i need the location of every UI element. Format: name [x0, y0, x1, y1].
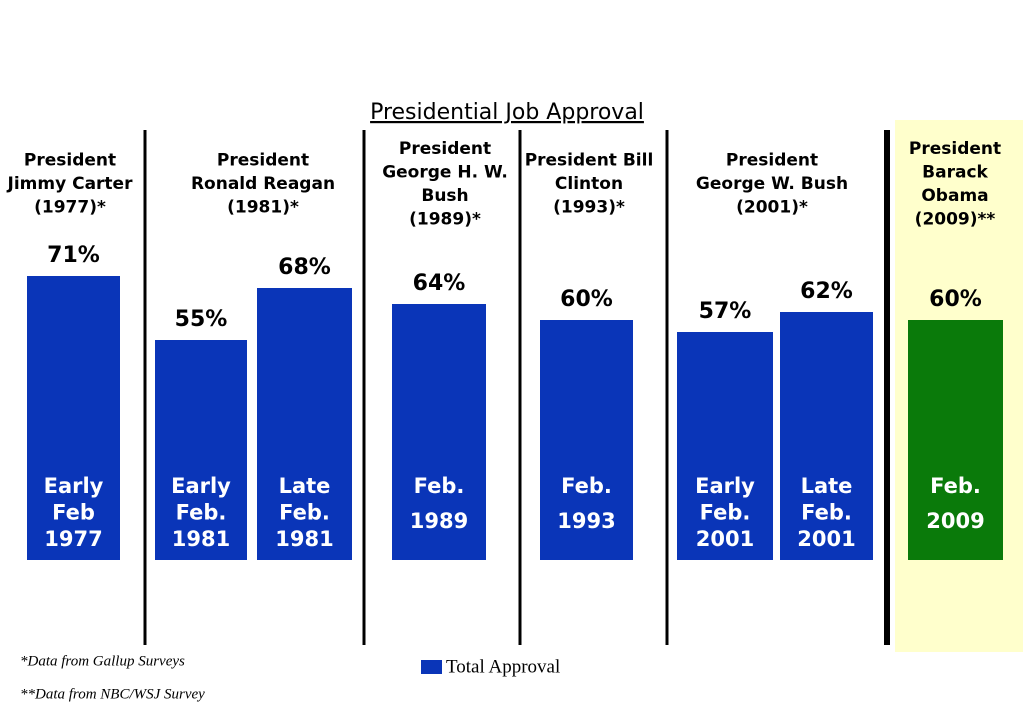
category-label: Feb. — [176, 501, 227, 525]
group-label: (1981)* — [227, 198, 299, 218]
group-label: (1989)* — [409, 209, 481, 229]
group-label: President — [217, 151, 309, 171]
bar — [908, 320, 1003, 560]
category-label: Feb. — [561, 474, 612, 498]
category-label: 1981 — [275, 527, 333, 551]
value-label: 64% — [413, 271, 466, 296]
category-label: Feb. — [279, 501, 330, 525]
footnote: *Data from Gallup Surveys — [20, 653, 185, 669]
category-label: Early — [695, 474, 755, 498]
category-label: Early — [171, 474, 231, 498]
group-label: (2001)* — [736, 198, 808, 218]
group-label: Clinton — [555, 174, 623, 194]
value-label: 68% — [278, 255, 331, 280]
group-label: Ronald Reagan — [191, 174, 335, 194]
bar — [780, 312, 873, 560]
group-label: Jimmy Carter — [7, 174, 134, 194]
value-label: 55% — [175, 307, 228, 332]
bar — [27, 276, 120, 560]
bar — [540, 320, 633, 560]
group-label: President — [399, 139, 491, 159]
category-label: Late — [801, 474, 853, 498]
category-label: Feb — [52, 501, 95, 525]
category-label: Feb. — [801, 501, 852, 525]
group-label: President — [909, 139, 1001, 159]
bar — [677, 332, 773, 560]
category-label: Feb. — [414, 474, 465, 498]
value-label: 62% — [800, 279, 853, 304]
category-label: 1977 — [44, 527, 102, 551]
footnote: **Data from NBC/WSJ Survey — [20, 686, 205, 702]
category-label: 1989 — [410, 509, 468, 533]
category-label: Early — [44, 474, 104, 498]
category-label: Feb. — [930, 474, 981, 498]
category-label: 1981 — [172, 527, 230, 551]
value-label: 57% — [699, 299, 752, 324]
bar — [257, 288, 352, 560]
group-label: Barack — [922, 162, 988, 182]
group-label: George W. Bush — [696, 174, 848, 194]
value-label: 71% — [47, 243, 100, 268]
value-label: 60% — [560, 287, 613, 312]
bar — [392, 304, 486, 560]
category-label: 2001 — [797, 527, 855, 551]
group-label: George H. W. — [382, 162, 508, 182]
category-label: 1993 — [557, 509, 615, 533]
group-label: Bush — [421, 186, 468, 206]
bar — [155, 340, 247, 560]
group-label: President Bill — [525, 151, 654, 171]
group-label: Obama — [921, 186, 988, 206]
category-label: Feb. — [700, 501, 751, 525]
group-label: (2009)** — [915, 209, 996, 229]
group-label: President — [726, 151, 818, 171]
group-label: (1993)* — [553, 198, 625, 218]
category-label: 2009 — [926, 509, 984, 533]
value-label: 60% — [929, 287, 982, 312]
legend-label: Total Approval — [446, 656, 560, 677]
chart-title: Presidential Job Approval — [370, 100, 644, 125]
legend-swatch — [421, 660, 442, 674]
group-label: President — [24, 151, 116, 171]
category-label: Late — [279, 474, 331, 498]
group-label: (1977)* — [34, 198, 106, 218]
category-label: 2001 — [696, 527, 754, 551]
